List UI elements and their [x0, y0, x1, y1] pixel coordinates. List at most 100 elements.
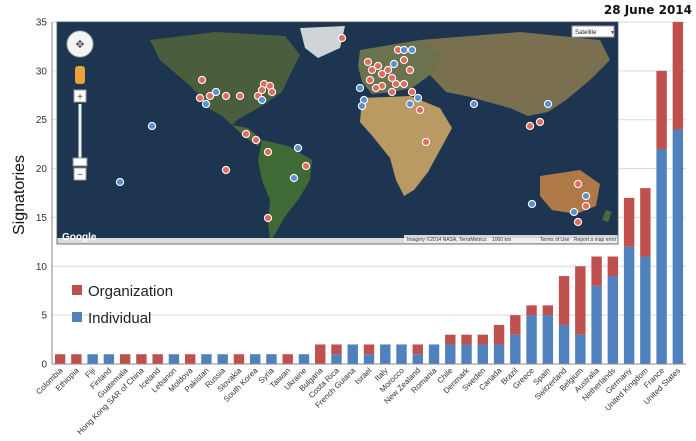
attribution-bar: [404, 235, 618, 243]
bar-organization-iceland: [152, 354, 163, 364]
individual-marker[interactable]: [357, 101, 367, 111]
bar-organization-hong-kong-sar-of-china: [136, 354, 147, 364]
bar-individual-germany: [623, 246, 635, 364]
landmass-greenland: [300, 26, 345, 58]
chart-title-date: 28 June 2014: [604, 3, 692, 17]
bar-individual-belgium: [575, 334, 586, 364]
zoom-out-button[interactable]: [73, 167, 87, 181]
individual-marker[interactable]: [355, 83, 365, 93]
terms-of-use-link[interactable]: Terms of Use: [540, 237, 570, 243]
zoom-in-icon: +: [77, 92, 83, 103]
individual-marker[interactable]: [389, 59, 399, 69]
landmass-new-zealand: [602, 210, 612, 222]
organization-marker[interactable]: [205, 91, 215, 101]
organization-marker[interactable]: [535, 117, 545, 127]
map-type-selector[interactable]: [571, 25, 615, 38]
organization-marker[interactable]: [221, 165, 231, 175]
organization-marker[interactable]: [573, 217, 583, 227]
organization-marker[interactable]: [391, 79, 401, 89]
y-tick-label: 5: [41, 311, 47, 322]
bar-organization-sweden: [477, 334, 488, 345]
individual-marker[interactable]: [399, 45, 409, 55]
bar-organization-new-zealand: [412, 344, 423, 355]
google-logo: Google: [62, 232, 97, 243]
zoom-slider-handle[interactable]: [72, 157, 88, 167]
organization-marker[interactable]: [263, 147, 273, 157]
individual-marker[interactable]: [201, 99, 211, 109]
map-pan-control[interactable]: [66, 30, 94, 58]
organization-marker[interactable]: [267, 87, 277, 97]
organization-marker[interactable]: [573, 179, 583, 189]
individual-marker[interactable]: [211, 87, 221, 97]
organization-marker[interactable]: [221, 91, 231, 101]
organization-marker[interactable]: [525, 121, 535, 131]
organization-marker[interactable]: [365, 75, 375, 85]
bar-individual-spain: [542, 315, 554, 364]
organization-marker[interactable]: [421, 137, 431, 147]
map-border: [56, 21, 619, 245]
individual-marker[interactable]: [407, 45, 417, 55]
organization-marker[interactable]: [197, 75, 207, 85]
bar-organization-chile: [445, 334, 456, 345]
organization-marker[interactable]: [367, 65, 377, 75]
organization-marker[interactable]: [235, 91, 245, 101]
map-attribution: Imagery ©2014 NASA, TerraMetrics: [407, 236, 487, 243]
organization-marker[interactable]: [383, 65, 393, 75]
organization-marker[interactable]: [263, 213, 273, 223]
organization-marker[interactable]: [377, 69, 387, 79]
organization-marker[interactable]: [337, 33, 347, 43]
organization-marker[interactable]: [241, 129, 251, 139]
individual-marker[interactable]: [405, 99, 415, 109]
individual-marker[interactable]: [147, 121, 157, 131]
organization-marker[interactable]: [257, 85, 267, 95]
organization-marker[interactable]: [387, 87, 397, 97]
organization-marker[interactable]: [373, 61, 383, 71]
bar-individual-brazil: [510, 334, 521, 364]
organization-marker[interactable]: [581, 201, 591, 211]
individual-marker[interactable]: [257, 95, 267, 105]
organization-marker[interactable]: [301, 161, 311, 171]
bar-individual-french-guiana: [347, 344, 358, 364]
bar-individual-pakistan: [201, 354, 212, 364]
bar-individual-greece: [526, 315, 537, 364]
bar-individual-france: [656, 149, 667, 364]
bar-organization-slovakia: [233, 354, 245, 364]
individual-marker[interactable]: [289, 173, 299, 183]
bar-organization-spain: [542, 305, 554, 316]
landmass-asia: [420, 32, 610, 116]
organization-marker[interactable]: [363, 57, 373, 67]
individual-marker[interactable]: [581, 191, 591, 201]
bar-individual-australia: [591, 285, 602, 364]
organization-marker[interactable]: [407, 87, 417, 97]
organization-marker[interactable]: [251, 135, 261, 145]
organization-marker[interactable]: [399, 79, 409, 89]
organization-marker[interactable]: [387, 73, 397, 83]
individual-marker[interactable]: [543, 99, 553, 109]
world-map-inset[interactable]: ✥ + − Satellite ▼ Google Imagery ©2014 N…: [57, 22, 618, 244]
bar-individual-russia: [217, 354, 228, 364]
signatory-markers: [115, 33, 591, 227]
organization-marker[interactable]: [405, 65, 415, 75]
bar-organization-australia: [591, 256, 602, 286]
bar-organization-brazil: [510, 315, 521, 335]
individual-marker[interactable]: [413, 93, 423, 103]
individual-marker[interactable]: [293, 143, 303, 153]
individual-marker[interactable]: [569, 207, 579, 217]
organization-marker[interactable]: [195, 93, 205, 103]
x-tick-label-israel: Israel: [353, 366, 373, 386]
organization-marker[interactable]: [399, 55, 409, 65]
bar-individual-united-kingdom: [640, 256, 651, 364]
bar-organization-ethiopia: [71, 354, 82, 364]
individual-marker[interactable]: [527, 199, 537, 209]
individual-marker[interactable]: [115, 177, 125, 187]
organization-marker[interactable]: [415, 105, 425, 115]
bar-individual-finland: [103, 354, 115, 364]
bar-organization-belgium: [575, 266, 586, 335]
individual-marker[interactable]: [469, 99, 479, 109]
report-map-error-link[interactable]: Report a map error: [574, 237, 617, 243]
bar-individual-new-zealand: [412, 354, 423, 364]
street-view-pegman-icon[interactable]: [75, 66, 85, 84]
y-tick-label: 15: [36, 213, 48, 224]
organization-marker[interactable]: [371, 83, 381, 93]
zoom-in-button[interactable]: [73, 89, 87, 103]
